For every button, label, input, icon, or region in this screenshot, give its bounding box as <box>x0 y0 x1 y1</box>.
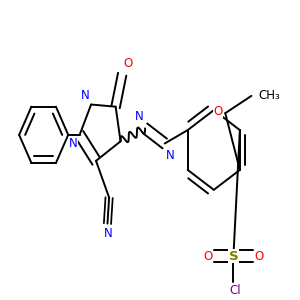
Text: S: S <box>229 250 238 262</box>
Text: O: O <box>254 250 264 262</box>
Text: O: O <box>203 250 212 262</box>
Text: CH₃: CH₃ <box>259 89 281 102</box>
Text: O: O <box>124 57 133 70</box>
Text: O: O <box>213 104 223 118</box>
Text: N: N <box>104 227 113 240</box>
Text: N: N <box>69 137 78 150</box>
Text: N: N <box>167 149 175 162</box>
Text: N: N <box>135 110 143 123</box>
Text: N: N <box>80 89 89 102</box>
Text: Cl: Cl <box>229 284 241 297</box>
